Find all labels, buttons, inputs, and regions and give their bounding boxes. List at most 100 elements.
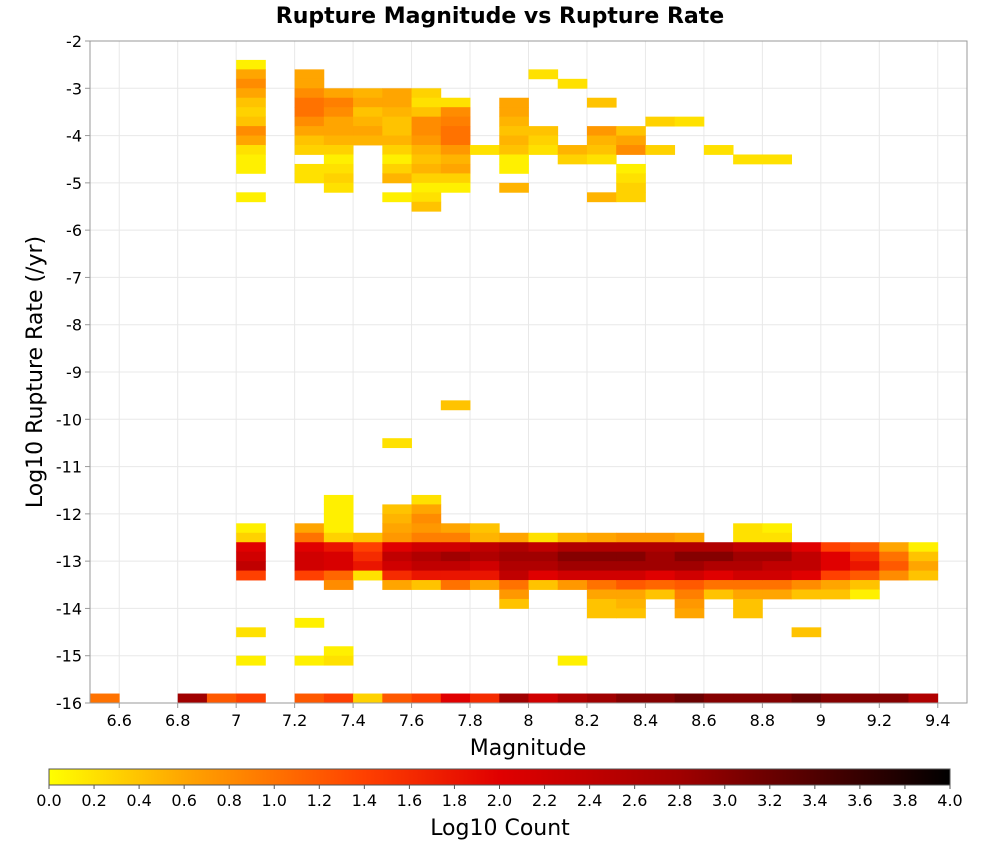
heatmap-cell xyxy=(733,693,763,704)
heatmap-cell xyxy=(294,542,325,553)
heatmap-cell xyxy=(382,693,412,704)
heatmap-cell xyxy=(353,561,383,571)
heatmap-cell xyxy=(733,589,763,600)
heatmap-cell xyxy=(440,570,471,581)
heatmap-cell xyxy=(879,561,909,571)
x-axis-ticks: 6.6 6.8 7 7.2 7.4 7.6 7.8 8 8.2 8.4 8.6 8.8 9 9.2 9.4 xyxy=(107,703,950,730)
heatmap-cell xyxy=(791,580,822,590)
heatmap-cell xyxy=(762,551,792,562)
heatmap-cell xyxy=(674,551,705,562)
heatmap-cell xyxy=(762,589,792,600)
heatmap-cell xyxy=(411,154,442,165)
heatmap-cell xyxy=(470,532,500,543)
heatmap-cell xyxy=(294,693,325,704)
heatmap-cell xyxy=(528,126,559,136)
heatmap-cell xyxy=(294,126,325,136)
heatmap-cell xyxy=(411,116,442,127)
heatmap-cell xyxy=(499,135,529,146)
heatmap-cell xyxy=(382,126,412,136)
x-tick-label: 7.8 xyxy=(457,711,482,730)
heatmap-cell xyxy=(586,570,617,581)
heatmap-cell xyxy=(236,97,266,108)
heatmap-cell xyxy=(528,542,559,553)
heatmap-cell xyxy=(236,192,266,203)
heatmap-cell xyxy=(382,580,412,590)
heatmap-cell xyxy=(499,97,529,108)
heatmap-cell xyxy=(820,561,851,571)
heatmap-cell xyxy=(353,570,383,581)
heatmap-cell xyxy=(674,589,705,600)
heatmap-cell xyxy=(528,145,559,155)
heatmap-cell xyxy=(645,580,676,590)
heatmap-cell xyxy=(294,617,325,628)
heatmap-cell xyxy=(382,542,412,553)
heatmap-cell xyxy=(586,126,617,136)
heatmap-cell xyxy=(674,116,705,127)
heatmap-cell xyxy=(762,532,792,543)
heatmap-cell xyxy=(674,561,705,571)
heatmap-cell xyxy=(236,69,266,80)
heatmap-cell xyxy=(236,59,266,70)
heatmap-cell xyxy=(294,116,325,127)
heatmap-cell xyxy=(411,126,442,136)
heatmap-cell xyxy=(586,542,617,553)
x-tick-label: 9.2 xyxy=(867,711,892,730)
heatmap-cell xyxy=(616,608,646,619)
heatmap-cell xyxy=(762,542,792,553)
heatmap-cell xyxy=(850,693,880,704)
colorbar-tick-label: 1.6 xyxy=(397,791,422,810)
heatmap-cell xyxy=(440,107,471,118)
colorbar-tick-label: 1.4 xyxy=(352,791,377,810)
heatmap-cell xyxy=(382,523,412,534)
heatmap-cell xyxy=(323,570,354,581)
heatmap-cell xyxy=(353,88,383,99)
heatmap-cell xyxy=(791,542,822,553)
heatmap-cell xyxy=(791,561,822,571)
heatmap-cell xyxy=(616,532,646,543)
heatmap-cell xyxy=(908,542,939,553)
heatmap-cell xyxy=(470,580,500,590)
heatmap-cell xyxy=(733,532,763,543)
heatmap-cell xyxy=(762,154,792,165)
heatmap-cell xyxy=(733,154,763,165)
heatmap-cell xyxy=(703,145,734,155)
heatmap-cell xyxy=(323,154,354,165)
colorbar-tick-label: 3.6 xyxy=(847,791,872,810)
heatmap-cell xyxy=(674,570,705,581)
heatmap-cell xyxy=(850,570,880,581)
heatmap-cell xyxy=(499,182,529,193)
x-tick-label: 8 xyxy=(523,711,533,730)
heatmap-cell xyxy=(294,88,325,99)
heatmap-cell xyxy=(411,97,442,108)
heatmap-cell xyxy=(733,580,763,590)
heatmap-cell xyxy=(879,551,909,562)
heatmap-cell xyxy=(616,693,646,704)
heatmap-cell xyxy=(557,693,588,704)
heatmap-cell xyxy=(616,542,646,553)
heatmap-cell xyxy=(411,107,442,118)
heatmap-cell xyxy=(90,693,120,704)
heatmap-cell xyxy=(382,88,412,99)
heatmap-cell xyxy=(850,589,880,600)
x-tick-label: 9.4 xyxy=(925,711,950,730)
heatmap-cell xyxy=(236,78,266,89)
heatmap-cell xyxy=(236,116,266,127)
heatmap-cell xyxy=(528,69,559,80)
heatmap-cell xyxy=(820,570,851,581)
colorbar-tick-label: 1.2 xyxy=(307,791,332,810)
heatmap-cell xyxy=(586,532,617,543)
colorbar-tick-label: 3.2 xyxy=(757,791,782,810)
colorbar-tick-label: 0.4 xyxy=(126,791,151,810)
heatmap-cell xyxy=(323,504,354,515)
heatmap-cell xyxy=(645,542,676,553)
y-tick-label: -12 xyxy=(56,505,82,524)
y-tick-label: -2 xyxy=(66,32,82,51)
heatmap-cell xyxy=(323,532,354,543)
x-axis-label: Magnitude xyxy=(470,736,587,761)
heatmap-cell xyxy=(733,523,763,534)
heatmap-cell xyxy=(323,116,354,127)
heatmap-cell xyxy=(586,551,617,562)
colorbar-tick-label: 2.8 xyxy=(667,791,692,810)
y-tick-label: -3 xyxy=(66,79,82,98)
heatmap-cell xyxy=(353,97,383,108)
